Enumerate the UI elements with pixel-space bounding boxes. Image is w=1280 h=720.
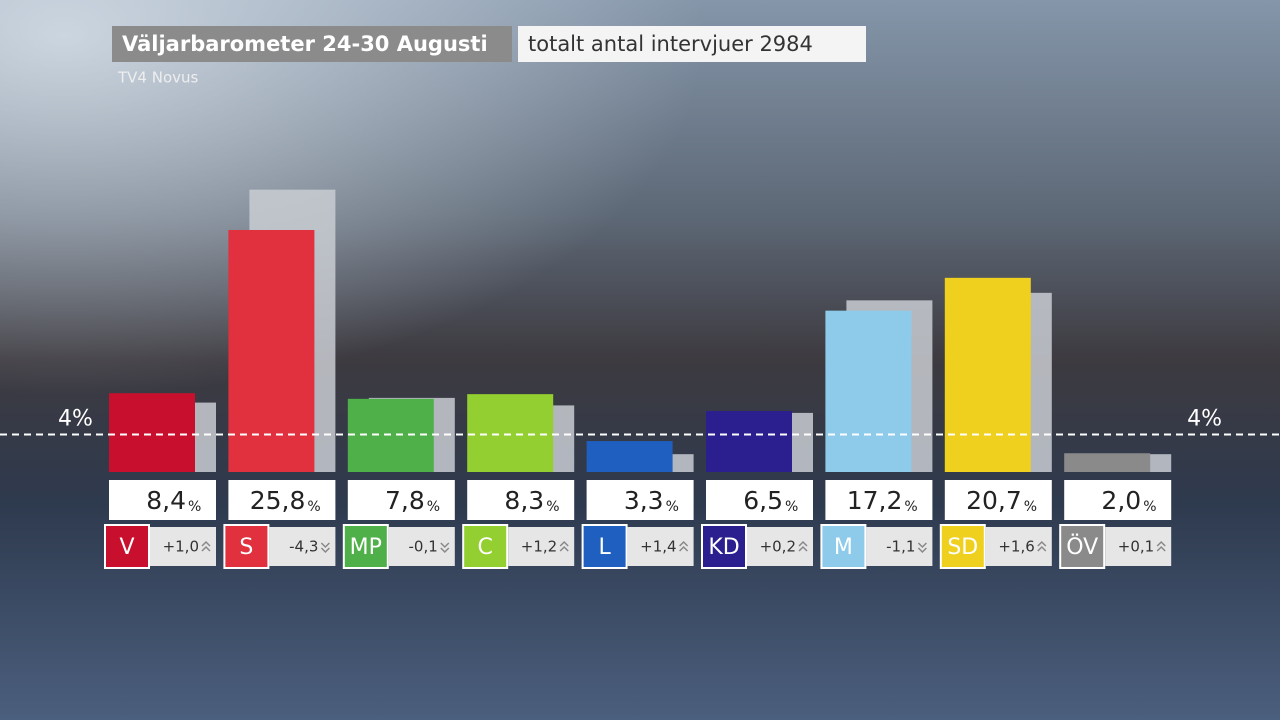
arrow-up: [1037, 540, 1047, 552]
change-label: +0,1: [1118, 538, 1154, 556]
party-label: C: [478, 535, 493, 560]
value-label: 25,8: [250, 486, 306, 515]
value-box: [825, 480, 933, 520]
change-box: [627, 527, 694, 566]
party-box: [939, 524, 986, 569]
change-box: [747, 527, 813, 566]
party-label: ÖV: [1066, 534, 1098, 560]
change-label: -4,3: [289, 538, 318, 556]
value-box: [347, 480, 455, 520]
unit-label: %: [666, 499, 679, 515]
bar: [109, 393, 195, 472]
party-box: [223, 524, 270, 569]
title-box: [112, 26, 512, 62]
chart-subtitle: totalt antal intervjuer 2984: [528, 32, 813, 56]
party-box: [104, 524, 150, 569]
value-label: 3,3: [624, 486, 664, 515]
change-label: +1,4: [640, 538, 676, 556]
party-box: [1059, 524, 1106, 569]
arrow-up: [1156, 540, 1166, 552]
value-label: 6,5: [743, 486, 783, 515]
change-box: [985, 527, 1052, 566]
unit-label: %: [904, 499, 917, 515]
value-box: [586, 480, 694, 520]
party-box: [462, 524, 509, 569]
subtitle-box: [518, 26, 866, 62]
bar: [944, 277, 1031, 472]
bar: [467, 394, 554, 472]
arrow-down: [917, 542, 927, 554]
change-label: -0,1: [409, 538, 438, 556]
party-box: [820, 524, 867, 569]
chart-title: Väljarbarometer 24-30 Augusti: [122, 32, 488, 56]
unit-label: %: [188, 499, 201, 515]
change-label: +1,0: [163, 538, 199, 556]
arrow-up: [559, 540, 569, 552]
value-label: 7,8: [385, 486, 425, 515]
source: TV4 Novus: [117, 69, 199, 87]
value-box: [706, 480, 813, 520]
value-box: [1064, 480, 1172, 520]
value-box: [467, 480, 575, 520]
party-box: [342, 524, 389, 569]
threshold-label: 4%: [58, 406, 93, 431]
arrow-up: [798, 540, 808, 552]
party-box: [701, 524, 747, 569]
unit-label: %: [546, 499, 559, 515]
change-label: +1,2: [521, 538, 557, 556]
party-label: V: [119, 535, 134, 560]
unit-label: %: [307, 499, 320, 515]
change-label: -1,1: [886, 538, 915, 556]
value-label: 8,3: [504, 486, 544, 515]
arrow-down: [320, 542, 330, 554]
party-label: M: [834, 535, 853, 560]
unit-label: %: [427, 499, 440, 515]
party-label: L: [598, 535, 611, 560]
change-box: [1105, 527, 1172, 566]
arrow-up: [679, 540, 689, 552]
party-label: SD: [947, 535, 978, 560]
value-label: 17,2: [847, 486, 903, 515]
bar: [706, 411, 792, 472]
value-box: [228, 480, 336, 520]
unit-label: %: [785, 499, 798, 515]
change-box: [150, 527, 216, 566]
change-label: +0,2: [760, 538, 796, 556]
threshold-label: 4%: [1187, 406, 1222, 431]
bar: [1064, 453, 1151, 472]
party-label: KD: [708, 535, 739, 560]
bar: [825, 310, 912, 472]
party-label: MP: [350, 535, 382, 560]
change-label: +1,6: [998, 538, 1034, 556]
bar: [586, 441, 673, 472]
arrow-down: [440, 542, 450, 554]
value-label: 20,7: [966, 486, 1022, 515]
value-label: 8,4: [146, 486, 186, 515]
value-box: [109, 480, 216, 520]
party-box: [581, 524, 628, 569]
party-label: S: [239, 535, 253, 560]
value-label: 2,0: [1101, 486, 1141, 515]
arrow-up: [201, 540, 211, 552]
bar: [228, 229, 315, 472]
unit-label: %: [1024, 499, 1037, 515]
unit-label: %: [1143, 499, 1156, 515]
change-box: [508, 527, 575, 566]
value-box: [944, 480, 1052, 520]
